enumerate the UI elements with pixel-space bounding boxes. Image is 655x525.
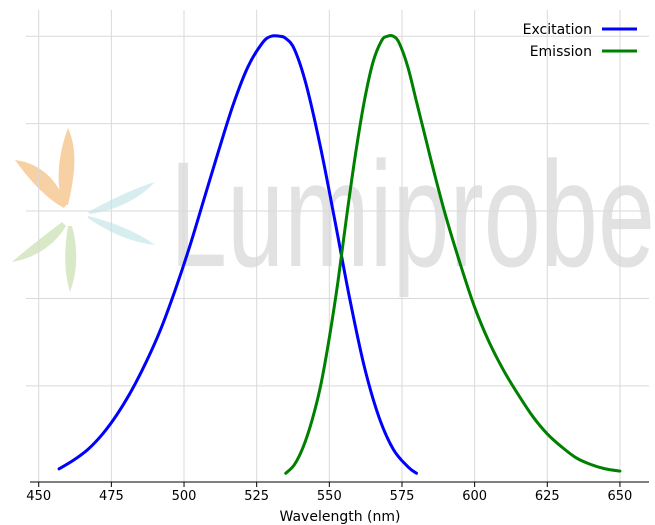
series-lines <box>57 34 622 475</box>
lumiprobe-logo-icon <box>12 128 155 292</box>
x-axis-label: Wavelength (nm) <box>280 509 401 525</box>
x-tick-label: 550 <box>317 489 342 504</box>
watermark-text: Lumiprobe <box>170 130 655 298</box>
watermark: Lumiprobe <box>12 128 655 298</box>
x-tick-label: 475 <box>99 489 124 504</box>
series-line-excitation <box>57 34 419 475</box>
grid-lines <box>30 10 649 482</box>
logo-petal-orange <box>58 128 75 205</box>
series-line-emission <box>284 34 622 475</box>
x-tick-label: 450 <box>26 489 51 504</box>
legend: Excitation Emission <box>523 22 637 60</box>
x-tick-label: 500 <box>172 489 197 504</box>
logo-petal-orange-left <box>15 160 66 208</box>
legend-label-excitation: Excitation <box>523 22 592 38</box>
logo-petal-teal-lower <box>88 216 155 245</box>
x-tick-label: 600 <box>462 489 487 504</box>
axes: 450 475 500 525 550 575 600 625 650 <box>26 35 649 504</box>
x-tick-label: 650 <box>608 489 633 504</box>
x-tick-label: 625 <box>535 489 560 504</box>
logo-petal-green-lower <box>65 226 77 292</box>
x-tick-label: 575 <box>390 489 415 504</box>
logo-petal-teal <box>88 182 155 214</box>
legend-label-emission: Emission <box>530 44 592 60</box>
x-tick-label: 525 <box>244 489 269 504</box>
